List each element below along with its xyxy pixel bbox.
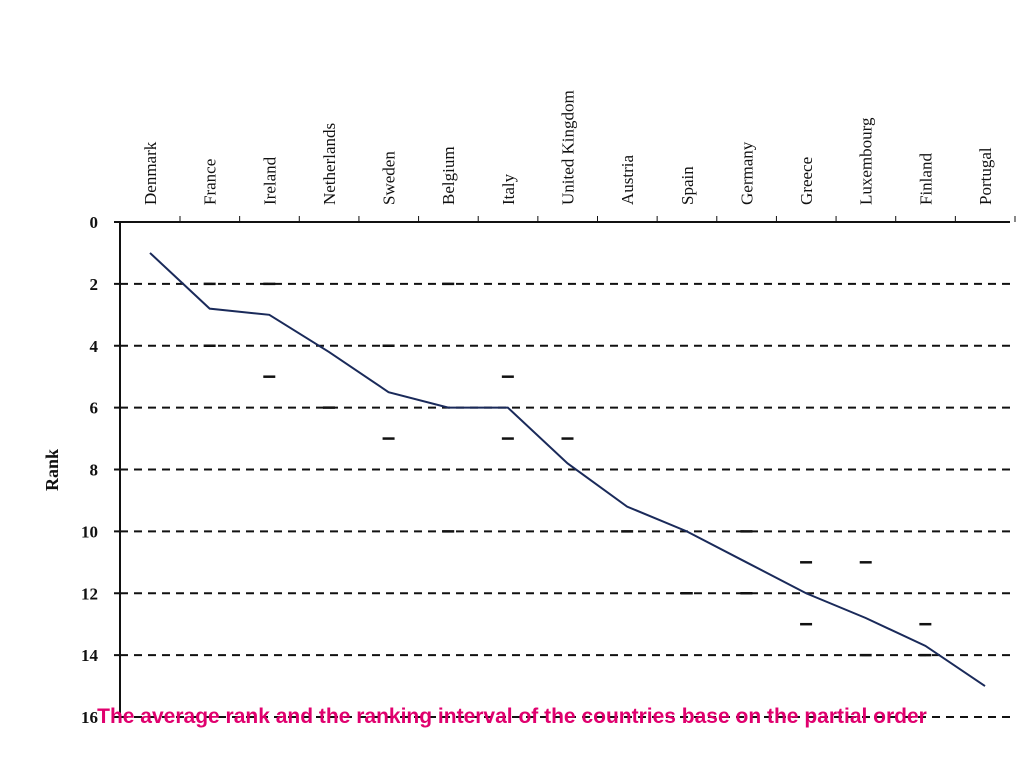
x-tick-label: Greece xyxy=(797,157,816,205)
x-tick-label: Netherlands xyxy=(320,123,339,205)
x-tick-label: Finland xyxy=(916,153,935,205)
average-rank-line xyxy=(149,252,986,687)
y-tick-label: 6 xyxy=(90,399,99,418)
y-tick-label: 2 xyxy=(90,275,99,294)
y-tick-label: 14 xyxy=(81,646,99,665)
x-tick-label: France xyxy=(201,159,220,205)
y-tick-label: 10 xyxy=(81,522,98,541)
x-tick-label: Spain xyxy=(678,166,697,205)
x-tick-label: Ireland xyxy=(260,156,279,205)
y-tick-label: 12 xyxy=(81,584,98,603)
x-tick-label: Denmark xyxy=(141,141,160,205)
x-tick-label: Sweden xyxy=(380,151,399,205)
x-tick-label: Italy xyxy=(499,173,518,205)
x-tick-label: Luxembourg xyxy=(857,117,876,205)
y-tick-label: 16 xyxy=(81,708,98,727)
x-tick-label: Austria xyxy=(618,155,637,206)
y-tick-label: 8 xyxy=(90,461,99,480)
y-tick-label: 0 xyxy=(90,213,99,232)
caption: The average rank and the ranking interva… xyxy=(97,705,927,728)
x-tick-label: Portugal xyxy=(976,147,995,205)
x-tick-label: United Kingdom xyxy=(559,90,578,205)
y-axis-label: Rank xyxy=(42,449,62,491)
x-tick-label: Belgium xyxy=(439,146,458,205)
y-tick-label: 4 xyxy=(90,337,99,356)
x-tick-label: Germany xyxy=(737,141,756,205)
